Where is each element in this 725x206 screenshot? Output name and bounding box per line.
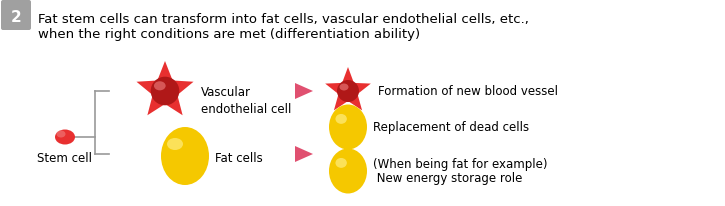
- Ellipse shape: [151, 77, 179, 106]
- Polygon shape: [136, 62, 194, 116]
- Text: (When being fat for example): (When being fat for example): [373, 158, 547, 171]
- Ellipse shape: [161, 127, 209, 185]
- FancyBboxPatch shape: [1, 1, 31, 31]
- Polygon shape: [295, 84, 313, 99]
- Polygon shape: [326, 68, 370, 111]
- Text: when the right conditions are met (differentiation ability): when the right conditions are met (diffe…: [38, 28, 420, 41]
- Text: Vascular
endothelial cell: Vascular endothelial cell: [201, 85, 291, 115]
- Ellipse shape: [339, 84, 349, 91]
- Text: Stem cell: Stem cell: [38, 151, 93, 164]
- Text: New energy storage role: New energy storage role: [373, 172, 523, 185]
- Text: Fat stem cells can transform into fat cells, vascular endothelial cells, etc.,: Fat stem cells can transform into fat ce…: [38, 13, 529, 26]
- Ellipse shape: [55, 130, 75, 145]
- Ellipse shape: [167, 138, 183, 150]
- Ellipse shape: [329, 105, 367, 150]
- Text: Formation of new blood vessel: Formation of new blood vessel: [378, 85, 558, 98]
- Ellipse shape: [57, 131, 65, 138]
- Text: Replacement of dead cells: Replacement of dead cells: [373, 121, 529, 134]
- Ellipse shape: [336, 114, 347, 124]
- Text: 2: 2: [11, 11, 21, 25]
- Text: Fat cells: Fat cells: [215, 152, 262, 165]
- Ellipse shape: [329, 149, 367, 194]
- Ellipse shape: [336, 158, 347, 168]
- Ellipse shape: [337, 81, 359, 103]
- Polygon shape: [295, 146, 313, 162]
- Ellipse shape: [154, 82, 165, 91]
